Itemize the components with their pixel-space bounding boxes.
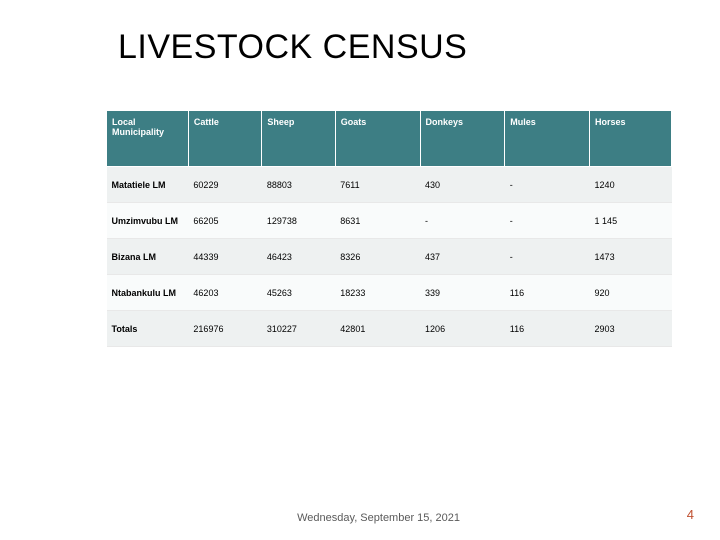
table-row: Bizana LM 44339 46423 8326 437 - 1473 <box>107 239 672 275</box>
census-table-container: Local Municipality Cattle Sheep Goats Do… <box>106 110 672 347</box>
cell-value: 1473 <box>590 239 672 275</box>
cell-value: 339 <box>420 275 505 311</box>
cell-value: 60229 <box>188 167 261 203</box>
cell-value: 46423 <box>262 239 335 275</box>
cell-value: 45263 <box>262 275 335 311</box>
cell-value: 66205 <box>188 203 261 239</box>
page-title: LIVESTOCK CENSUS <box>118 28 467 67</box>
cell-value: 129738 <box>262 203 335 239</box>
cell-value: 7611 <box>335 167 420 203</box>
table-header-row: Local Municipality Cattle Sheep Goats Do… <box>107 111 672 167</box>
cell-value: 1 145 <box>590 203 672 239</box>
table-row-totals: Totals 216976 310227 42801 1206 116 2903 <box>107 311 672 347</box>
cell-municipality: Umzimvubu LM <box>107 203 189 239</box>
census-table: Local Municipality Cattle Sheep Goats Do… <box>106 110 672 347</box>
table-row: Matatiele LM 60229 88803 7611 430 - 1240 <box>107 167 672 203</box>
cell-value: - <box>420 203 505 239</box>
cell-value: 18233 <box>335 275 420 311</box>
cell-value: 8631 <box>335 203 420 239</box>
col-municipality: Local Municipality <box>107 111 189 167</box>
col-sheep: Sheep <box>262 111 335 167</box>
cell-value: 116 <box>505 275 590 311</box>
cell-value: 88803 <box>262 167 335 203</box>
table-body: Matatiele LM 60229 88803 7611 430 - 1240… <box>107 167 672 347</box>
cell-value: 920 <box>590 275 672 311</box>
cell-value: 2903 <box>590 311 672 347</box>
cell-value: 42801 <box>335 311 420 347</box>
page-number: 4 <box>687 507 694 522</box>
col-goats: Goats <box>335 111 420 167</box>
cell-value: 430 <box>420 167 505 203</box>
cell-value: 437 <box>420 239 505 275</box>
cell-value: 1206 <box>420 311 505 347</box>
cell-value: - <box>505 239 590 275</box>
cell-value: - <box>505 203 590 239</box>
cell-municipality: Matatiele LM <box>107 167 189 203</box>
cell-value: 8326 <box>335 239 420 275</box>
table-row: Ntabankulu LM 46203 45263 18233 339 116 … <box>107 275 672 311</box>
cell-value: - <box>505 167 590 203</box>
cell-municipality: Bizana LM <box>107 239 189 275</box>
col-mules: Mules <box>505 111 590 167</box>
cell-value: 216976 <box>188 311 261 347</box>
cell-value: 46203 <box>188 275 261 311</box>
cell-value: 116 <box>505 311 590 347</box>
col-donkeys: Donkeys <box>420 111 505 167</box>
cell-value: 1240 <box>590 167 672 203</box>
cell-municipality: Totals <box>107 311 189 347</box>
footer-date: Wednesday, September 15, 2021 <box>270 512 460 526</box>
cell-value: 310227 <box>262 311 335 347</box>
cell-municipality: Ntabankulu LM <box>107 275 189 311</box>
col-cattle: Cattle <box>188 111 261 167</box>
cell-value: 44339 <box>188 239 261 275</box>
col-horses: Horses <box>590 111 672 167</box>
table-row: Umzimvubu LM 66205 129738 8631 - - 1 145 <box>107 203 672 239</box>
